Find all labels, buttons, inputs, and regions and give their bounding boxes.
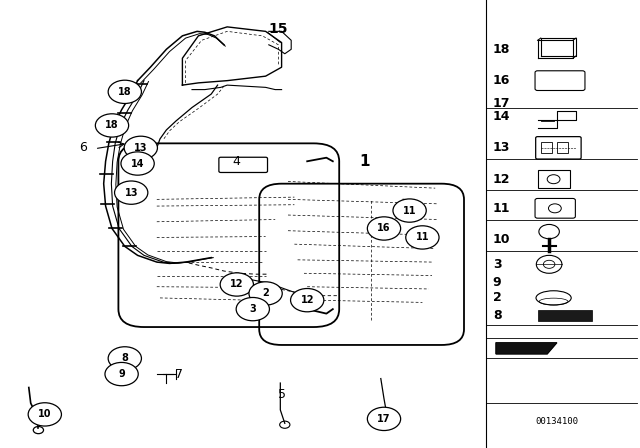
Circle shape	[236, 297, 269, 321]
Text: 3: 3	[250, 304, 256, 314]
Circle shape	[393, 199, 426, 222]
Text: 16: 16	[377, 224, 391, 233]
Text: 8: 8	[122, 353, 128, 363]
Text: 18: 18	[118, 87, 132, 97]
Text: 12: 12	[230, 280, 244, 289]
Text: 17: 17	[493, 96, 510, 110]
Text: 13: 13	[134, 143, 148, 153]
Circle shape	[95, 114, 129, 137]
Text: 2: 2	[262, 289, 269, 298]
Circle shape	[108, 347, 141, 370]
Bar	[557, 142, 568, 153]
Text: 6: 6	[79, 141, 87, 155]
Text: 8: 8	[493, 309, 501, 323]
Text: 2: 2	[493, 291, 502, 305]
Circle shape	[121, 152, 154, 175]
Text: 9: 9	[493, 276, 501, 289]
Circle shape	[406, 226, 439, 249]
Bar	[538, 170, 570, 188]
Text: 18: 18	[493, 43, 510, 56]
Text: 13: 13	[124, 188, 138, 198]
Polygon shape	[496, 343, 557, 354]
Bar	[541, 142, 552, 153]
Text: 9: 9	[118, 369, 125, 379]
Circle shape	[367, 217, 401, 240]
Text: 12: 12	[493, 172, 510, 186]
Text: 3: 3	[493, 258, 501, 271]
Text: 12: 12	[300, 295, 314, 305]
Bar	[538, 310, 592, 321]
Text: 14: 14	[493, 110, 510, 123]
Circle shape	[105, 362, 138, 386]
Circle shape	[249, 282, 282, 305]
Circle shape	[367, 407, 401, 431]
Text: 11: 11	[403, 206, 417, 215]
Text: 15: 15	[269, 22, 288, 36]
Text: 11: 11	[493, 202, 510, 215]
Circle shape	[124, 136, 157, 159]
Text: 16: 16	[493, 74, 510, 87]
Text: 11: 11	[415, 233, 429, 242]
Circle shape	[108, 80, 141, 103]
Circle shape	[220, 273, 253, 296]
Text: 00134100: 00134100	[535, 417, 579, 426]
Text: 4: 4	[233, 155, 241, 168]
Text: 7: 7	[175, 367, 183, 381]
Text: 5: 5	[278, 388, 285, 401]
Text: 14: 14	[131, 159, 145, 168]
Circle shape	[28, 403, 61, 426]
Text: 10: 10	[493, 233, 510, 246]
Circle shape	[291, 289, 324, 312]
Text: 13: 13	[493, 141, 510, 155]
Circle shape	[115, 181, 148, 204]
Text: 18: 18	[105, 121, 119, 130]
Text: 17: 17	[377, 414, 391, 424]
Text: 1: 1	[360, 154, 370, 169]
Text: 10: 10	[38, 409, 52, 419]
